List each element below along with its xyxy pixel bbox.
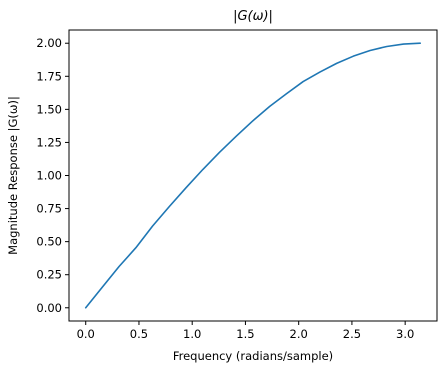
x-tick-label: 0.0 bbox=[77, 327, 95, 341]
y-tick-label: 0.00 bbox=[36, 301, 62, 315]
axes-frame bbox=[68, 29, 438, 322]
x-tick-label: 3.0 bbox=[396, 327, 414, 341]
x-tick-label: 1.5 bbox=[236, 327, 254, 341]
y-tick-label: 0.50 bbox=[36, 235, 62, 249]
plot-layer bbox=[84, 42, 422, 309]
y-tick-label: 1.75 bbox=[36, 69, 62, 83]
y-tick-label: 1.50 bbox=[36, 102, 62, 116]
y-tick-label: 1.25 bbox=[36, 135, 62, 149]
x-tick-label: 0.5 bbox=[130, 327, 148, 341]
tick-layer: 0.0 0.5 1.0 1.5 2.0 2.5 3.0 0.00 0.25 0.50 0.75 1.0… bbox=[36, 36, 414, 341]
y-tick-label: 0.75 bbox=[36, 202, 62, 216]
x-tick-label: 1.0 bbox=[183, 327, 201, 341]
y-axis-label: Magnitude Response |G(ω)| bbox=[6, 96, 20, 255]
y-tick-label: 2.00 bbox=[36, 36, 62, 50]
x-axis-label: Frequency (radians/sample) bbox=[173, 349, 333, 363]
chart-title: |G(ω)| bbox=[233, 9, 273, 24]
y-tick-label: 0.25 bbox=[36, 268, 62, 282]
x-tick-label: 2.0 bbox=[290, 327, 308, 341]
y-tick-label: 1.00 bbox=[36, 169, 62, 183]
x-tick-label: 2.5 bbox=[343, 327, 361, 341]
series-line-1 bbox=[84, 42, 422, 309]
